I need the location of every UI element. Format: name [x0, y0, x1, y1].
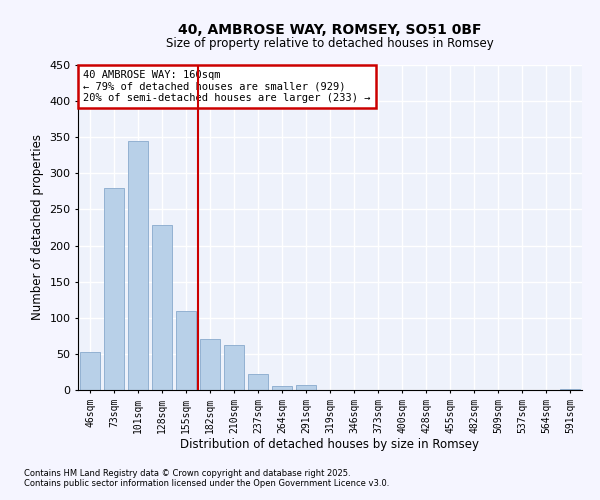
Text: Contains HM Land Registry data © Crown copyright and database right 2025.: Contains HM Land Registry data © Crown c…	[24, 468, 350, 477]
Bar	[248, 374, 268, 390]
Bar	[80, 352, 100, 390]
Bar	[272, 386, 292, 390]
Bar	[104, 188, 124, 390]
Bar	[152, 224, 172, 390]
Bar	[128, 141, 148, 390]
Text: Size of property relative to detached houses in Romsey: Size of property relative to detached ho…	[166, 38, 494, 51]
Bar	[296, 385, 316, 390]
Bar	[200, 340, 220, 390]
Text: 40 AMBROSE WAY: 160sqm
← 79% of detached houses are smaller (929)
20% of semi-de: 40 AMBROSE WAY: 160sqm ← 79% of detached…	[83, 70, 371, 103]
Bar	[224, 344, 244, 390]
Y-axis label: Number of detached properties: Number of detached properties	[31, 134, 44, 320]
Bar	[176, 310, 196, 390]
X-axis label: Distribution of detached houses by size in Romsey: Distribution of detached houses by size …	[181, 438, 479, 452]
Text: Contains public sector information licensed under the Open Government Licence v3: Contains public sector information licen…	[24, 478, 389, 488]
Text: 40, AMBROSE WAY, ROMSEY, SO51 0BF: 40, AMBROSE WAY, ROMSEY, SO51 0BF	[178, 22, 482, 36]
